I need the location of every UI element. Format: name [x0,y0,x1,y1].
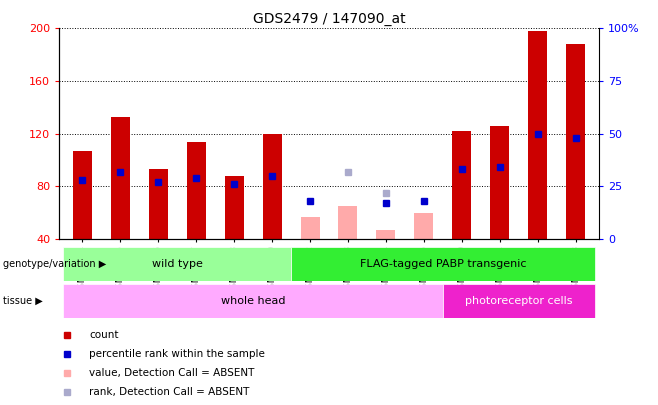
Bar [453,131,472,239]
Text: genotype/variation ▶: genotype/variation ▶ [3,259,107,269]
Bar [111,117,130,239]
Bar [567,44,586,239]
Text: rank, Detection Call = ABSENT: rank, Detection Call = ABSENT [89,387,249,396]
Bar [149,169,168,239]
Bar [63,284,443,318]
Title: GDS2479 / 147090_at: GDS2479 / 147090_at [253,12,405,26]
Bar [490,126,509,239]
Bar [224,176,243,239]
Bar [415,213,434,239]
Text: percentile rank within the sample: percentile rank within the sample [89,349,265,359]
Bar [528,31,547,239]
Text: photoreceptor cells: photoreceptor cells [465,296,572,306]
Text: count: count [89,330,118,340]
Bar [338,206,357,239]
Text: whole head: whole head [220,296,286,306]
Text: wild type: wild type [151,259,203,269]
Bar [72,151,91,239]
Bar [376,230,395,239]
Bar [291,247,595,281]
Bar [63,247,291,281]
Bar [263,134,282,239]
Text: value, Detection Call = ABSENT: value, Detection Call = ABSENT [89,368,254,378]
Text: tissue ▶: tissue ▶ [3,296,43,305]
Bar [443,284,595,318]
Bar [186,142,205,239]
Bar [301,217,320,239]
Text: FLAG-tagged PABP transgenic: FLAG-tagged PABP transgenic [360,259,526,269]
